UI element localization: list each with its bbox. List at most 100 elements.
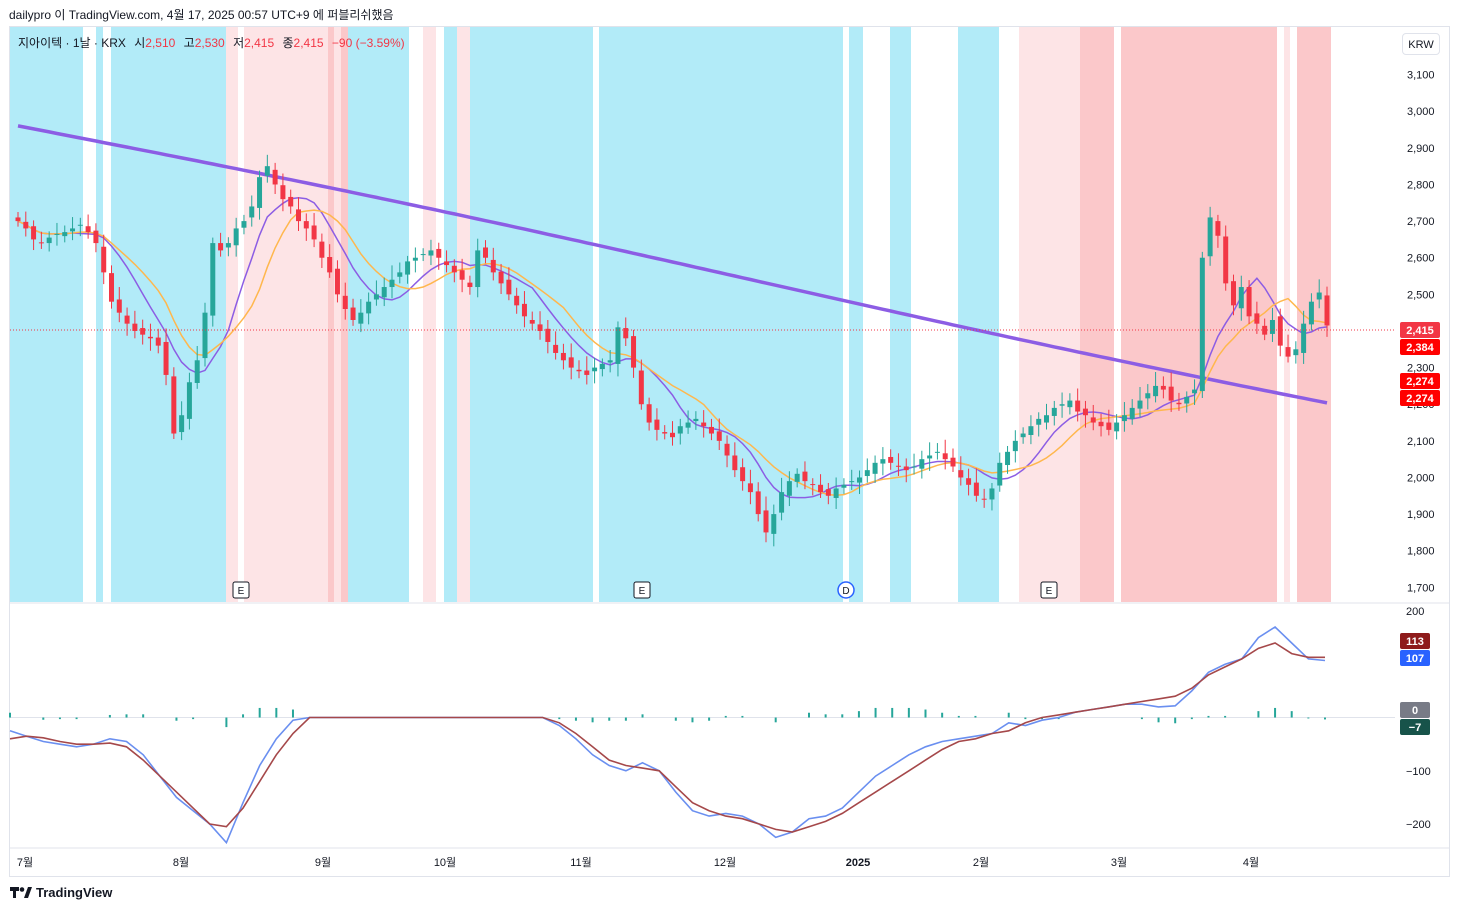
candle-body [950,457,956,467]
candle-body [701,422,707,427]
macd-axis-tick: 200 [1406,606,1424,618]
candle-body [490,259,496,273]
candle-body [1082,408,1088,416]
candle-body [1192,389,1198,394]
candle-body [475,250,481,288]
price-axis-tick: 2,500 [1407,289,1435,301]
legend-symbol: 지아이텍 · 1날 · KRX [18,36,126,50]
candle-body [864,470,870,477]
price-axis-tick: 1,800 [1407,546,1435,558]
candle-body [358,312,364,324]
candle-body [981,498,987,500]
currency-unit-button[interactable]: KRW [1402,33,1440,55]
candle-body [1215,221,1221,236]
tradingview-logo[interactable]: TradingView [10,885,112,900]
macd-axis-tick: −200 [1406,819,1431,831]
candle-body [997,462,1003,486]
candle-body [186,382,192,419]
legend-open-label: 시 [134,36,146,50]
bg-band [423,27,436,602]
macd-tag [1400,702,1430,718]
candle-body [545,328,551,342]
candle-body [467,282,473,288]
candle-body [171,376,177,434]
candle-body [872,462,878,474]
candle-body [771,514,777,534]
candle-body [124,315,130,324]
candle-body [576,369,582,372]
price-axis-tick: 2,100 [1407,436,1435,448]
candle-body [280,185,286,200]
tradingview-icon [10,886,32,898]
candle-body [38,242,44,244]
macd-tag-label: 113 [1406,636,1424,648]
candle-body [1308,301,1314,325]
bg-band [1019,27,1080,602]
legend-high-label: 고 [183,36,195,50]
candle-body [654,419,660,430]
macd-tag [1400,650,1430,666]
candle-body [973,482,979,496]
candle-body [1207,217,1213,257]
candle-body [942,453,948,460]
candle-body [241,221,247,228]
candle-body [1059,404,1065,406]
bg-band [849,27,863,602]
macd-tag-label: 0 [1412,705,1418,717]
price-tag [1400,339,1440,355]
candle-body [888,456,894,463]
candle-body [506,279,512,295]
bg-band [444,27,457,602]
candle-body [225,243,231,248]
candle-body [958,470,964,478]
candle-body [296,209,301,222]
candle-body [101,246,107,273]
candle-body [747,483,753,493]
time-axis-tick: 4월 [1243,856,1259,869]
event-marker-label: D [842,586,849,597]
candle-body [1098,421,1104,427]
candle-body [272,169,278,185]
candle-body [311,225,317,240]
candle-body [607,360,613,363]
candle-body [1145,393,1151,399]
candle-body [1269,319,1275,334]
candle-body [444,261,450,266]
bg-band [10,27,83,602]
bg-band [348,27,409,602]
candle-body [919,459,925,469]
candle-body [903,466,909,471]
bg-band [244,27,328,602]
candle-body [833,488,839,498]
macd-pane: 113 107 0 −7 [9,625,1430,845]
candle-body [740,467,746,482]
candle-body [1231,281,1236,306]
bg-band [1121,27,1277,602]
time-axis-tick: 2025 [846,857,870,869]
candle-body [1160,385,1166,390]
candle-body [1020,433,1026,438]
brand-name: TradingView [36,885,113,900]
candle-body [15,217,21,222]
candle-body [147,336,153,339]
candle-body [77,224,83,226]
candle-body [85,226,91,233]
candle-body [529,319,535,324]
candle-body [140,328,146,335]
candle-body [70,228,76,232]
bg-band [96,27,103,602]
candle-body [1121,415,1127,422]
candle-body [257,177,263,208]
candle-body [1238,287,1244,309]
ma-long-line [17,124,1328,405]
candle-body [1324,295,1330,326]
candle-body [560,352,566,361]
bg-band [341,27,348,602]
candle-body [724,443,730,456]
candle-body [1090,417,1096,423]
candle-body [1129,407,1135,419]
candle-body [818,484,824,493]
bg-band [226,27,238,602]
candle-body [436,248,442,258]
